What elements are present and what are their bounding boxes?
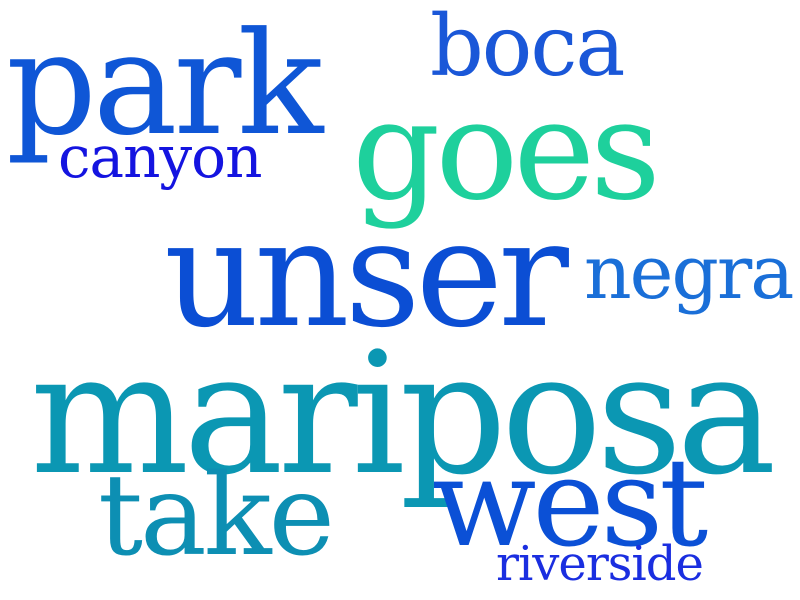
word-mariposa: mariposa [30, 316, 777, 512]
word-west: west [432, 432, 708, 574]
word-unser: unser [164, 188, 569, 360]
word-canyon: canyon [58, 123, 262, 191]
word-boca: boca [430, 0, 625, 95]
word-riverside: riverside [496, 536, 704, 592]
word-goes: goes [352, 70, 661, 231]
word-take: take [98, 451, 335, 581]
word-negra: negra [584, 230, 794, 316]
word-park: park [6, 2, 323, 167]
